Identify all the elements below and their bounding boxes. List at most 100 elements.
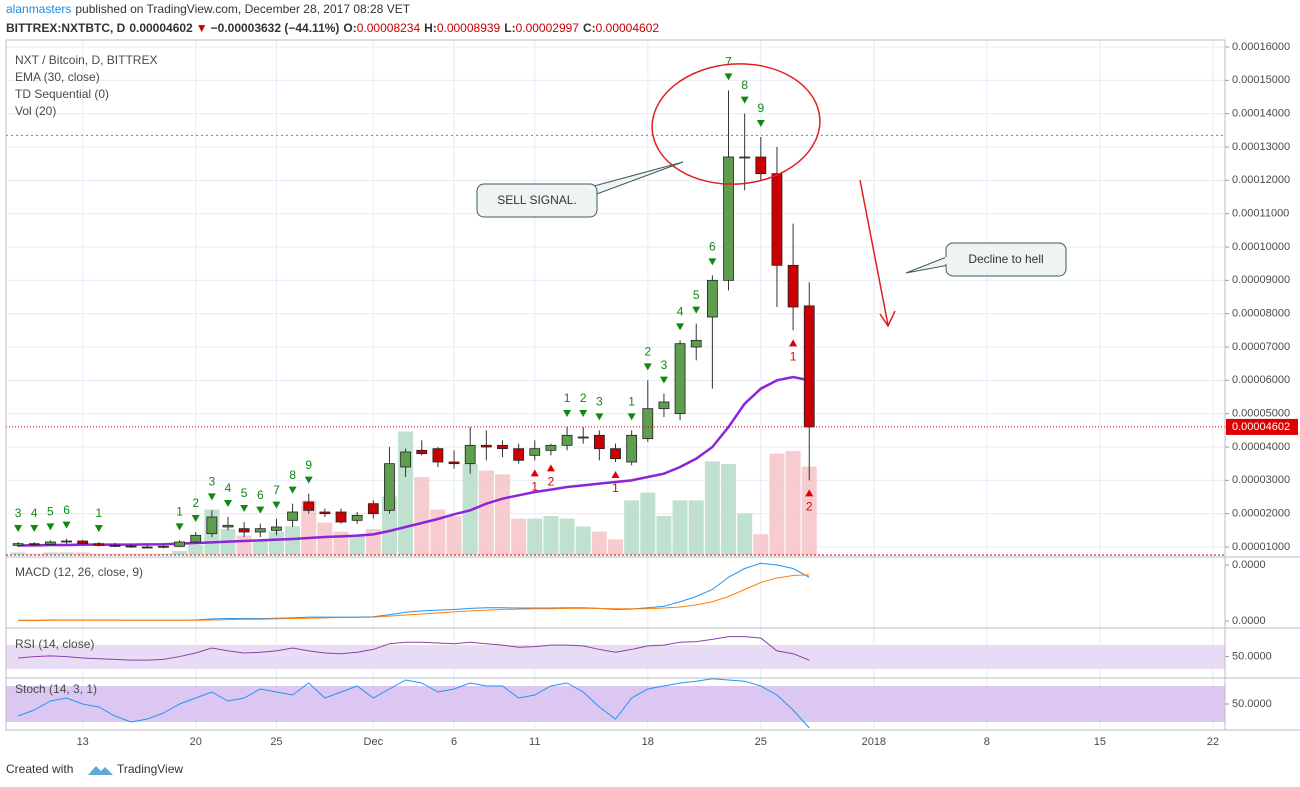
legend-entry: NXT / Bitcoin, D, BITTREX [15,53,157,67]
volume-bar [236,535,252,555]
volume-bar [268,531,284,555]
td-marker [530,469,539,477]
plot: 0.00001000 0.00002000 0.00003000 0.00004000… [6,41,1298,748]
candle-body [642,408,654,440]
volume-bar [785,451,801,555]
td-marker [724,73,733,81]
arrow-head [879,310,896,328]
td-marker [643,363,652,371]
stoch-line [17,678,810,729]
volume-bar [478,470,494,555]
macd-line [18,574,810,622]
td-count: 7 [273,483,280,497]
td-count: 5 [693,288,700,302]
volume-bar [414,477,430,555]
candle-body [545,444,557,451]
author: alanmasters [6,2,71,16]
td-marker [659,376,668,384]
td-count: 5 [241,486,248,500]
x-tick-label: 6 [451,736,457,748]
x-tick-label: 11 [529,736,540,748]
header-line: alanmasters published on TradingView.com,… [6,2,411,16]
volume-bar [559,518,575,555]
x-tick-label: 22 [1207,736,1219,748]
volume-bar [123,553,139,555]
y-tick-label: 50.0000 [1232,650,1272,662]
candle-body [12,543,24,546]
arrow: ▼ [196,21,208,35]
td-marker [288,486,297,494]
candle-body [610,448,621,460]
candle-body [61,540,72,543]
volume-bar [672,500,688,555]
highlight-circle [651,63,821,185]
y-tick-label: 0.00012000 [1232,174,1290,186]
td-count: 1 [790,350,797,364]
x-tick-label: 18 [642,736,654,748]
td-count: 9 [757,101,764,115]
published: published on TradingView.com, December 2… [75,2,410,16]
volume-bar [769,453,785,555]
td-count: 1 [176,505,183,519]
rsi-band [6,645,1225,669]
volume-bar [381,496,397,555]
panel-label: RSI (14, close) [15,637,94,651]
l-value: 0.00002997 [516,21,580,35]
td-count: 1 [531,480,538,494]
candle-body [577,436,589,439]
volume-bar [91,553,107,555]
candle-body [432,448,444,463]
td-marker [579,410,588,417]
y-tick-label: 0.00007000 [1232,341,1290,353]
o-value: 0.00008234 [357,21,421,35]
decline-arrow [859,179,889,326]
y-tick-label: 0.00016000 [1232,41,1290,53]
candle-body [803,305,815,428]
td-count: 3 [15,506,22,520]
volume-bar [511,518,527,555]
brand-logo [88,766,113,775]
td-count: 9 [305,458,312,472]
sell-annotation: SELL SIGNAL. [497,193,577,207]
candle-body [690,339,702,348]
y-tick-label: 0.00015000 [1232,74,1290,86]
x-tick-label: 15 [1094,736,1106,748]
volume-bar [624,500,640,555]
td-count: 2 [644,345,651,359]
volume-bar [285,526,301,555]
td-marker [272,501,281,509]
candle-body [206,516,218,535]
candle-body [238,528,250,533]
td-count: 3 [596,395,603,409]
volume-bar [753,534,769,555]
candle-body [513,448,525,461]
c-value: 0.00004602 [596,21,660,35]
candle-body [93,543,105,546]
x-tick-label: Dec [364,736,384,748]
td-marker [546,464,555,472]
candle-body [497,444,508,450]
td-marker [175,523,184,531]
candle-body [674,343,686,415]
td-marker [708,258,717,266]
stoch-band [6,686,1225,722]
volume-bar [640,492,656,555]
candle-body [319,511,331,515]
brand[interactable]: TradingView [117,762,183,776]
candle-body [367,503,379,515]
candle-body [771,173,783,266]
volume-bar [349,535,365,555]
td-marker [304,476,313,484]
td-count: 4 [31,506,38,520]
volume-bar [543,516,559,555]
td-count: 3 [209,475,216,489]
candle-body [464,444,476,465]
volume-bar [688,500,704,555]
td-marker [256,506,265,514]
td-count: 1 [564,391,571,405]
td-marker [94,525,103,532]
candle-body [222,524,234,528]
c-label: C: [583,21,596,35]
candle-body [755,156,767,175]
